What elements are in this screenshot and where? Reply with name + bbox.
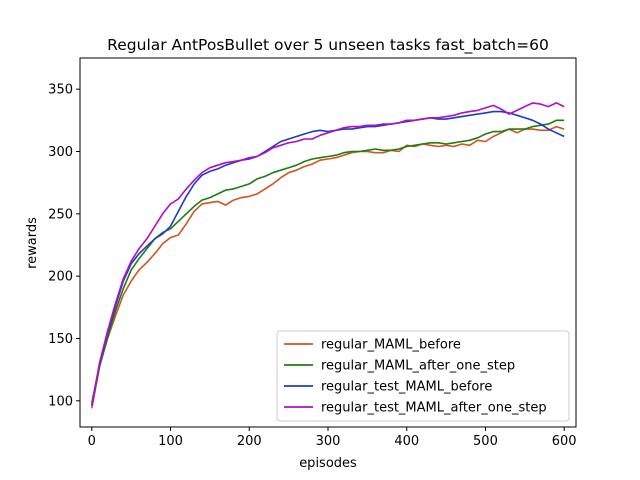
legend: regular_MAML_before regular_MAML_after_on… — [276, 330, 570, 422]
plot-area: 0 100 200 300 400 500 600 100 150 200 250 300 350 — [48, 57, 577, 449]
x-tick-label: 400 — [394, 434, 419, 449]
legend-label-regular-test-maml-after-one-step: regular_test_MAML_after_one_step — [321, 401, 547, 416]
x-tick-label: 300 — [316, 434, 341, 449]
legend-entries: regular_MAML_before regular_MAML_after_on… — [284, 338, 547, 416]
y-tick-label: 250 — [48, 207, 73, 222]
y-axis-label: rewards — [25, 217, 40, 269]
series-line-regular-maml-after-one-step — [91, 119, 565, 406]
x-tick-label: 0 — [88, 434, 96, 449]
legend-frame — [276, 330, 570, 422]
y-tick-label: 200 — [48, 270, 73, 285]
y-tick-label: 150 — [48, 332, 73, 347]
legend-label-regular-test-maml-before: regular_test_MAML_before — [321, 380, 492, 395]
x-tick-label: 600 — [552, 434, 577, 449]
legend-label-regular-maml-before: regular_MAML_before — [321, 338, 461, 353]
y-tick-label: 100 — [48, 394, 73, 409]
y-tick-label: 300 — [48, 145, 73, 160]
series-line-regular-test-maml-before — [91, 110, 565, 404]
x-tick-label: 500 — [473, 434, 498, 449]
x-axis-label: episodes — [299, 456, 357, 471]
x-tick-label: 100 — [158, 434, 183, 449]
x-tick-label: 200 — [237, 434, 262, 449]
series-line-regular-test-maml-after-one-step — [91, 102, 565, 406]
chart-title: Regular AntPosBullet over 5 unseen tasks… — [107, 36, 549, 55]
series-line-regular-maml-before — [91, 125, 565, 409]
series-layer — [91, 102, 565, 409]
x-axis-ticks: 0 100 200 300 400 500 600 — [88, 427, 577, 449]
legend-label-regular-maml-after-one-step: regular_MAML_after_one_step — [321, 359, 515, 374]
y-tick-label: 350 — [48, 83, 73, 98]
y-axis-ticks: 100 150 200 250 300 350 — [48, 83, 80, 409]
